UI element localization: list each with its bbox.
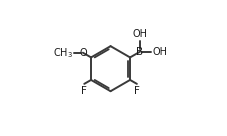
Text: B: B <box>136 47 143 57</box>
Text: O: O <box>79 48 86 58</box>
Text: OH: OH <box>152 47 167 57</box>
Text: F: F <box>81 86 87 96</box>
Text: CH$_3$: CH$_3$ <box>53 46 73 60</box>
Text: OH: OH <box>132 29 147 39</box>
Text: F: F <box>133 86 139 96</box>
